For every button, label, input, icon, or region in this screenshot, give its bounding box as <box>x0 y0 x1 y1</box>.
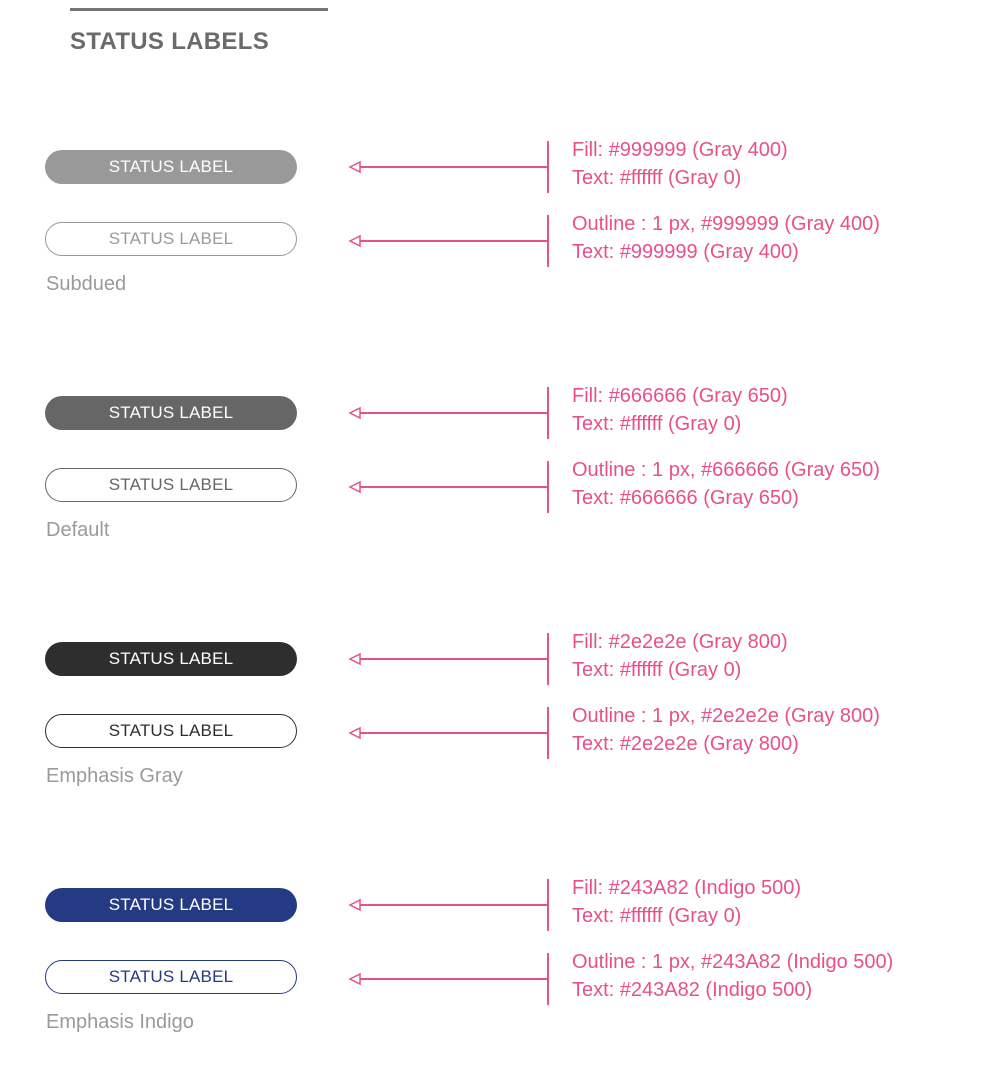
annotation-arrow-icon <box>348 387 549 439</box>
status-label-outline: STATUS LABEL <box>45 714 297 748</box>
annotation-outline: Outline : 1 px, #666666 (Gray 650) Text:… <box>572 456 880 512</box>
annotation-fill-spec: Fill: #243A82 (Indigo 500) <box>572 877 802 899</box>
annotation-arrow-icon <box>348 879 549 931</box>
annotation-arrow-icon <box>348 707 549 759</box>
status-label-outline: STATUS LABEL <box>45 222 297 256</box>
annotation-text-spec: Text: #999999 (Gray 400) <box>572 241 799 263</box>
annotation-text-spec: Text: #ffffff (Gray 0) <box>572 659 742 681</box>
status-label-group-emphasis-indigo: STATUS LABEL STATUS LABEL Emphasis Indig… <box>0 877 1008 1068</box>
annotation-connector-filled <box>348 137 550 197</box>
status-label-outline: STATUS LABEL <box>45 960 297 994</box>
annotation-text-spec: Text: #ffffff (Gray 0) <box>572 413 742 435</box>
annotation-outline: Outline : 1 px, #243A82 (Indigo 500) Tex… <box>572 948 893 1004</box>
status-label-filled: STATUS LABEL <box>45 642 297 676</box>
group-label: Default <box>46 519 110 541</box>
annotation-outline-spec: Outline : 1 px, #243A82 (Indigo 500) <box>572 951 894 973</box>
annotation-text-spec: Text: #243A82 (Indigo 500) <box>572 979 813 1001</box>
status-label-outline: STATUS LABEL <box>45 468 297 502</box>
annotation-fill-spec: Fill: #999999 (Gray 400) <box>572 139 788 161</box>
group-label: Emphasis Indigo <box>46 1011 194 1033</box>
annotation-outline-spec: Outline : 1 px, #2e2e2e (Gray 800) <box>572 705 880 727</box>
annotation-text-spec: Text: #ffffff (Gray 0) <box>572 167 742 189</box>
annotation-connector-filled <box>348 383 550 443</box>
annotation-filled: Fill: #243A82 (Indigo 500) Text: #ffffff… <box>572 874 801 930</box>
annotation-text-spec: Text: #ffffff (Gray 0) <box>572 905 742 927</box>
annotation-arrow-icon <box>348 461 549 513</box>
annotation-outline: Outline : 1 px, #999999 (Gray 400) Text:… <box>572 210 880 266</box>
status-label-group-emphasis-gray: STATUS LABEL STATUS LABEL Emphasis Gray … <box>0 631 1008 822</box>
status-label-filled: STATUS LABEL <box>45 150 297 184</box>
annotation-outline: Outline : 1 px, #2e2e2e (Gray 800) Text:… <box>572 702 880 758</box>
annotation-text-spec: Text: #2e2e2e (Gray 800) <box>572 733 799 755</box>
page-title: STATUS LABELS <box>70 28 270 55</box>
annotation-arrow-icon <box>348 141 549 193</box>
annotation-arrow-icon <box>348 953 549 1005</box>
annotation-connector-filled <box>348 875 550 935</box>
annotation-arrow-icon <box>348 633 549 685</box>
annotation-arrow-icon <box>348 215 549 267</box>
status-label-group-default: STATUS LABEL STATUS LABEL Default Fill: … <box>0 385 1008 576</box>
annotation-connector-outline <box>348 211 550 271</box>
annotation-filled: Fill: #999999 (Gray 400) Text: #ffffff (… <box>572 136 788 192</box>
title-rule <box>70 8 328 11</box>
group-label: Subdued <box>46 273 127 295</box>
annotation-filled: Fill: #666666 (Gray 650) Text: #ffffff (… <box>572 382 788 438</box>
annotation-connector-outline <box>348 703 550 763</box>
annotation-connector-outline <box>348 949 550 1009</box>
annotation-text-spec: Text: #666666 (Gray 650) <box>572 487 799 509</box>
annotation-fill-spec: Fill: #2e2e2e (Gray 800) <box>572 631 788 653</box>
annotation-outline-spec: Outline : 1 px, #999999 (Gray 400) <box>572 213 880 235</box>
status-label-filled: STATUS LABEL <box>45 888 297 922</box>
status-label-filled: STATUS LABEL <box>45 396 297 430</box>
annotation-outline-spec: Outline : 1 px, #666666 (Gray 650) <box>572 459 880 481</box>
annotation-fill-spec: Fill: #666666 (Gray 650) <box>572 385 788 407</box>
annotation-filled: Fill: #2e2e2e (Gray 800) Text: #ffffff (… <box>572 628 788 684</box>
annotation-connector-outline <box>348 457 550 517</box>
group-label: Emphasis Gray <box>46 765 183 787</box>
annotation-connector-filled <box>348 629 550 689</box>
status-label-group-subdued: STATUS LABEL STATUS LABEL Subdued Fill: … <box>0 139 1008 330</box>
